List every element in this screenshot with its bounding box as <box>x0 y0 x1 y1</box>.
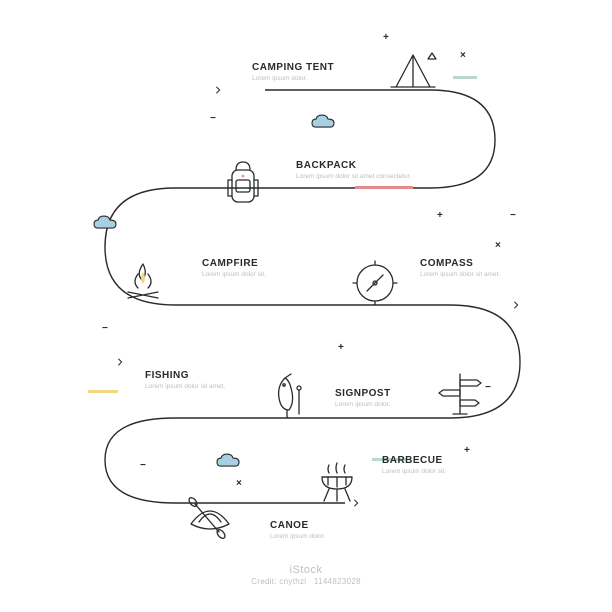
decoration-cross: × <box>495 240 501 251</box>
label-body: Lorem ipsum dolor sit. <box>382 468 492 476</box>
watermark-credit: Credit: cnythzl <box>251 577 306 586</box>
label-barbecue: BARBECUE Lorem ipsum dolor sit. <box>382 455 492 476</box>
label-canoe: CANOE Lorem ipsum dolor. <box>270 520 380 541</box>
label-title: FISHING <box>145 370 255 381</box>
label-title: BARBECUE <box>382 455 492 466</box>
label-title: CANOE <box>270 520 380 531</box>
cloud-icon <box>92 214 118 237</box>
accent-bar <box>88 390 118 393</box>
accent-bar <box>453 76 477 79</box>
label-title: SIGNPOST <box>335 388 445 399</box>
watermark-logo: iStock <box>251 564 361 576</box>
label-body: Lorem ipsum dolor. <box>270 533 380 541</box>
decoration-minus: − <box>140 460 146 471</box>
label-body: Lorem ipsum dolor sit amet. <box>145 383 255 391</box>
decoration-cross: × <box>236 478 242 489</box>
label-title: BACKPACK <box>296 160 446 171</box>
tent-icon <box>388 45 438 95</box>
cloud-icon <box>310 113 336 136</box>
label-signpost: SIGNPOST Lorem ipsum dolor. <box>335 388 445 409</box>
label-body: Lorem ipsum dolor sit. <box>202 271 312 279</box>
label-body: Lorem ipsum dolor. <box>335 401 445 409</box>
decoration-plus: + <box>383 32 389 43</box>
chevron-right-icon <box>512 301 520 309</box>
infographic-canvas: ++++−−−−−××× CAMPING TENTLorem ipsum dol… <box>0 0 612 612</box>
decoration-plus: + <box>437 210 443 221</box>
compass-icon <box>350 258 400 308</box>
watermark-id: 1144823028 <box>314 577 361 586</box>
decoration-plus: + <box>338 342 344 353</box>
decoration-minus: − <box>510 210 516 221</box>
label-fishing: FISHING Lorem ipsum dolor sit amet. <box>145 370 255 391</box>
chevron-right-icon <box>214 86 222 94</box>
backpack-icon <box>218 158 268 208</box>
label-camping_tent: CAMPING TENT Lorem ipsum dolor. <box>252 62 372 83</box>
label-compass: COMPASS Lorem ipsum dolor sit amet. <box>420 258 530 279</box>
decoration-cross: × <box>460 50 466 61</box>
decoration-minus: − <box>210 113 216 124</box>
label-body: Lorem ipsum dolor sit amet consectetur. <box>296 173 446 181</box>
canoe-icon <box>185 490 235 540</box>
fishing-icon <box>265 370 315 420</box>
campfire-icon <box>118 258 168 308</box>
label-backpack: BACKPACK Lorem ipsum dolor sit amet conse… <box>296 160 446 181</box>
cloud-icon <box>215 452 241 475</box>
label-body: Lorem ipsum dolor sit amet. <box>420 271 530 279</box>
label-title: CAMPING TENT <box>252 62 372 73</box>
label-title: COMPASS <box>420 258 530 269</box>
decoration-minus: − <box>485 382 491 393</box>
label-title: CAMPFIRE <box>202 258 312 269</box>
decoration-minus: − <box>102 323 108 334</box>
chevron-right-icon <box>116 358 124 366</box>
label-campfire: CAMPFIRE Lorem ipsum dolor sit. <box>202 258 312 279</box>
watermark: iStock Credit: cnythzl 1144823028 <box>251 564 361 586</box>
barbecue-icon <box>312 455 362 505</box>
accent-bar <box>355 186 413 189</box>
label-body: Lorem ipsum dolor. <box>252 75 372 83</box>
